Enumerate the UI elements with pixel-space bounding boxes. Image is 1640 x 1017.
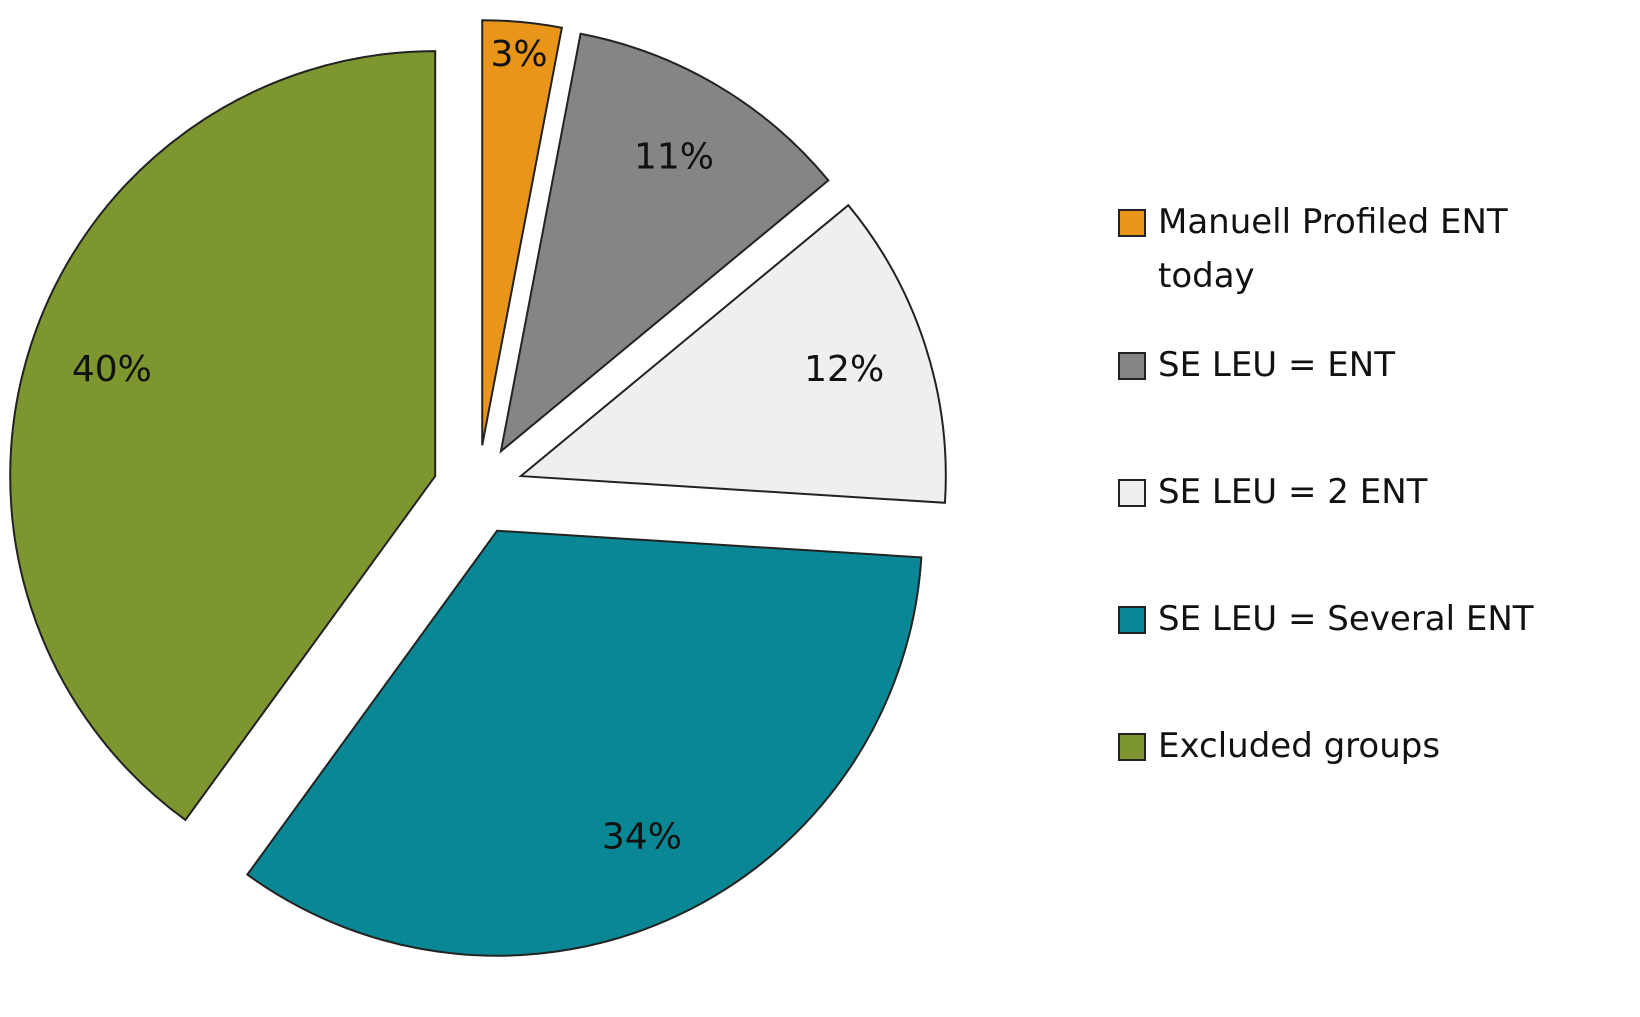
pie-slice (518, 203, 947, 504)
legend-item: SE LEU = 2 ENT (1118, 465, 1618, 592)
legend-swatch (1118, 479, 1146, 507)
legend-item: SE LEU = Several ENT (1118, 592, 1618, 719)
pie-area: 3% 11% 12% 34% 40% (9, 19, 947, 957)
data-label: 11% (634, 137, 714, 178)
data-label: 12% (804, 349, 884, 390)
data-label: 3% (490, 34, 547, 75)
pie-slice (245, 529, 923, 957)
legend-label: Manuell Profiled ENT today (1158, 202, 1508, 296)
legend-item: Excluded groups (1118, 719, 1618, 846)
legend-item: Manuell Profiled ENT today (1118, 195, 1618, 338)
legend: Manuell Profiled ENT today SE LEU = ENT SE… (1118, 195, 1618, 846)
pie-slice (499, 32, 830, 454)
legend-swatch (1118, 733, 1146, 761)
legend-swatch (1118, 606, 1146, 634)
legend-label: Excluded groups (1158, 726, 1441, 766)
pie-slice (9, 50, 437, 822)
legend-label: SE LEU = Several ENT (1158, 599, 1534, 639)
legend-label: SE LEU = 2 ENT (1158, 472, 1428, 512)
data-label: 34% (602, 816, 682, 857)
pie-slice (481, 19, 564, 446)
legend-swatch (1118, 209, 1146, 237)
data-label: 40% (72, 349, 152, 390)
legend-swatch (1118, 352, 1146, 380)
legend-item: SE LEU = ENT (1118, 338, 1618, 465)
legend-label: SE LEU = ENT (1158, 345, 1395, 385)
